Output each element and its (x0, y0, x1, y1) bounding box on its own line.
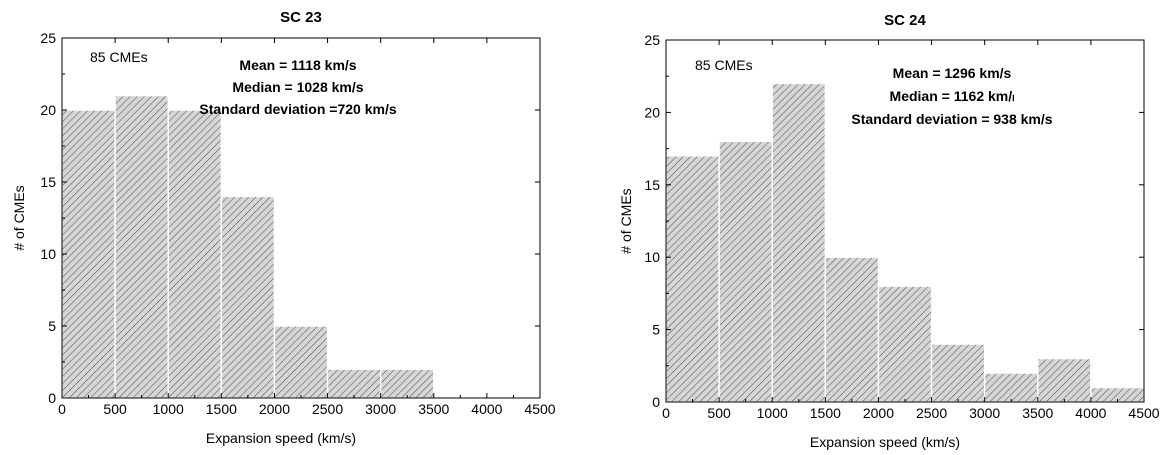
x-tick-label: 1000 (153, 401, 184, 417)
x-tick-label: 0 (662, 405, 670, 421)
y-tick-label: 5 (48, 318, 56, 334)
histogram-sc24: SC 24 0 500 1000 1500 2000 2500 3000 3500 4000 450… (618, 12, 1160, 450)
y-tick-label: 20 (644, 104, 660, 120)
y-tick-label: 20 (40, 102, 56, 118)
chart-title: SC 23 (280, 9, 322, 26)
histogram-bar (930, 343, 986, 403)
cme-count-label: 85 CMEs (695, 57, 753, 73)
x-tick-label: 4000 (1075, 405, 1106, 421)
histogram-bar (718, 140, 773, 403)
y-tick-label: 10 (40, 246, 56, 262)
y-tick-label: 0 (48, 390, 56, 406)
stats-annotation: Standard deviation =720 km/s (199, 101, 396, 117)
stats-annotation: Mean = 1118 km/s (239, 57, 356, 73)
histogram-bar (771, 82, 827, 403)
x-tick-label: 2000 (259, 401, 290, 417)
y-tick-label: 0 (652, 394, 660, 410)
y-tick-label: 15 (40, 174, 56, 190)
x-axis-label: Expansion speed (km/s) (810, 434, 960, 450)
histogram-bar (877, 285, 933, 403)
x-tick-label: 1500 (810, 405, 841, 421)
histogram-bar (114, 94, 169, 399)
stats-annotation: Mean = 1296 km/s (893, 65, 1012, 81)
cme-count-label: 85 CMEs (90, 49, 148, 65)
histogram-bar (61, 109, 116, 399)
chart-sc24: SC 24 0 500 1000 1500 2000 2500 3000 3500 4000 450… (585, 0, 1174, 455)
x-tick-label: 3500 (418, 401, 449, 417)
x-tick-label: 3000 (969, 405, 1000, 421)
x-tick-label: 1500 (206, 401, 237, 417)
y-tick-label: 25 (644, 32, 660, 48)
x-tick-label: 3500 (1022, 405, 1053, 421)
x-axis-label: Expansion speed (km/s) (206, 430, 356, 446)
x-tick-label: 2500 (312, 401, 343, 417)
y-axis-label: # of CMEs (11, 185, 27, 250)
y-tick-label: 5 (652, 322, 660, 338)
x-tick-label: 500 (707, 405, 731, 421)
x-tick-label: 4500 (1128, 405, 1159, 421)
histogram-bar (379, 368, 435, 399)
stats-annotation: Median = 1162 km/ₗ (890, 88, 1015, 104)
histogram-bar (824, 256, 880, 403)
y-tick-label: 25 (40, 30, 56, 46)
y-tick-label: 10 (644, 249, 660, 265)
x-tick-label: 500 (103, 401, 127, 417)
histogram-bar (326, 368, 382, 399)
chart-sc23: SC 23 0 500 1000 1500 2000 2500 3000 3500 4000 450… (0, 0, 580, 455)
x-tick-label: 3000 (365, 401, 396, 417)
x-tick-label: 4500 (524, 401, 555, 417)
chart-title: SC 24 (884, 12, 926, 29)
x-tick-label: 2500 (916, 405, 947, 421)
x-tick-label: 0 (58, 401, 66, 417)
histogram-bar (665, 155, 720, 403)
histogram-bar (1037, 357, 1092, 403)
histogram-bar (167, 109, 223, 399)
x-tick-label: 4000 (471, 401, 502, 417)
stats-annotation: Median = 1028 km/s (232, 79, 363, 95)
histogram-sc23: SC 23 0 500 1000 1500 2000 2500 3000 3500 4000 450… (11, 9, 556, 446)
histogram-bar (983, 372, 1039, 403)
x-tick-label: 1000 (757, 405, 788, 421)
x-tick-label: 2000 (863, 405, 894, 421)
y-axis-label: # of CMEs (618, 188, 634, 253)
y-tick-label: 15 (644, 177, 660, 193)
stats-annotation: Standard deviation = 938 km/s (851, 111, 1052, 127)
histogram-bar (220, 195, 276, 399)
histogram-bar (273, 325, 329, 399)
